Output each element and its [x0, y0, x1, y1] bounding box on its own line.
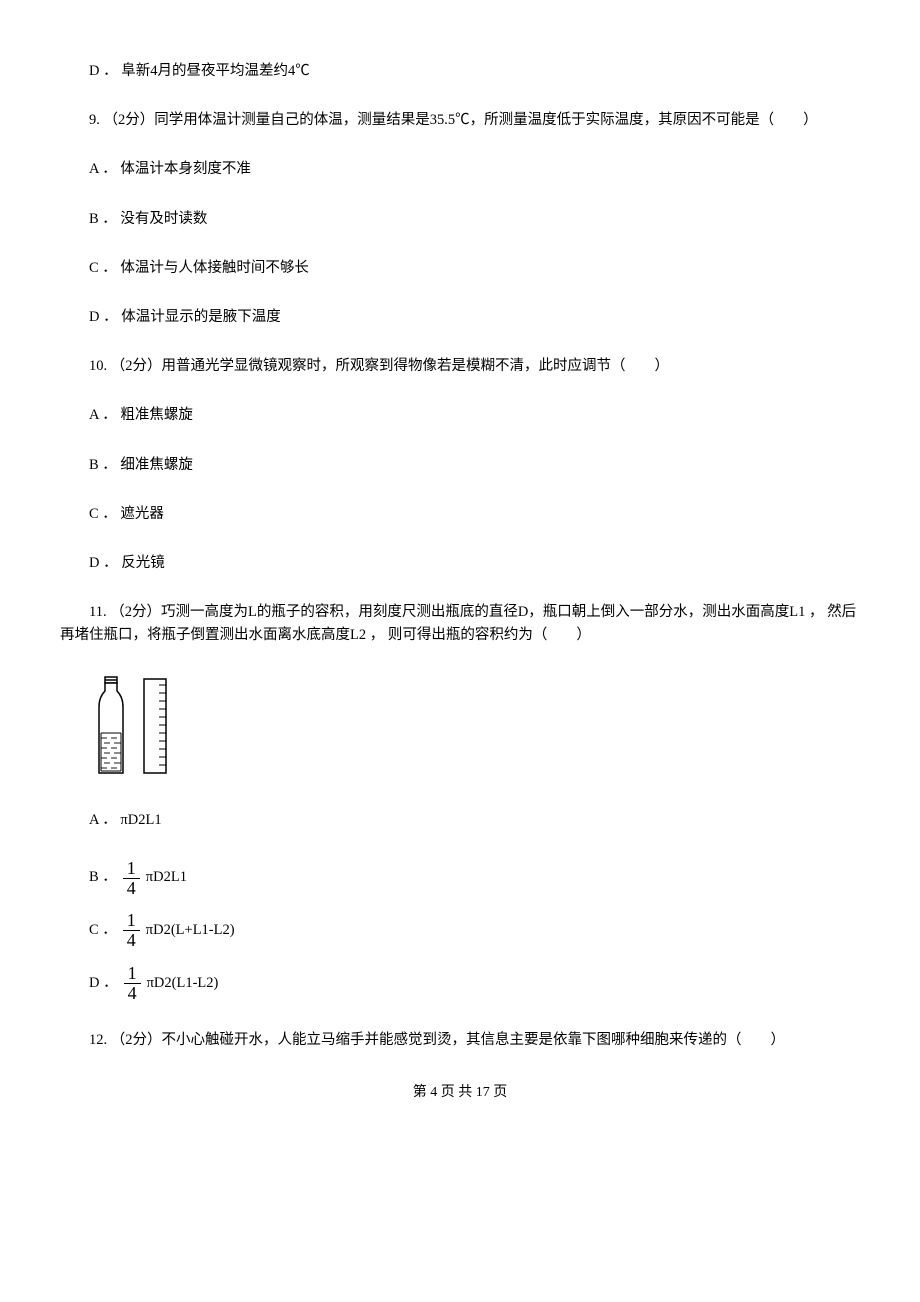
q11-option-c: C ． 1 4 πD2(L+L1-L2)	[60, 911, 860, 950]
q11-optC-label: C ．	[89, 919, 117, 942]
q9-option-d: D ． 体温计显示的是腋下温度	[60, 306, 860, 329]
frac-den: 4	[124, 984, 141, 1003]
q10-option-b: B ． 细准焦螺旋	[60, 454, 860, 477]
q11-optD-label: D ．	[89, 972, 118, 995]
q10-option-a: A ． 粗准焦螺旋	[60, 404, 860, 427]
q12-stem: 12. （2分）不小心触碰开水，人能立马缩手并能感觉到烫，其信息主要是依靠下图哪…	[60, 1029, 860, 1052]
fraction-icon: 1 4	[124, 964, 141, 1003]
q11-option-a: A ． πD2L1	[60, 809, 860, 832]
q9-option-b: B ． 没有及时读数	[60, 208, 860, 231]
frac-num: 1	[123, 911, 140, 931]
q10-option-c: C ． 遮光器	[60, 503, 860, 526]
q11-stem: 11. （2分）巧测一高度为L的瓶子的容积，用刻度尺测出瓶底的直径D，瓶口朝上倒…	[60, 601, 860, 647]
bottle-and-ruler-icon	[89, 673, 199, 783]
q9-stem: 9. （2分）同学用体温计测量自己的体温，测量结果是35.5℃，所测量温度低于实…	[60, 109, 860, 132]
q11-optD-expr: πD2(L1-L2)	[147, 972, 219, 995]
page-footer: 第 4 页 共 17 页	[60, 1082, 860, 1104]
q11-optA-label: A ．	[89, 812, 117, 828]
q11-option-b: B ． 1 4 πD2L1	[60, 859, 860, 898]
q11-optB-expr: πD2L1	[146, 866, 187, 889]
frac-num: 1	[123, 859, 140, 879]
q9-option-a: A ． 体温计本身刻度不准	[60, 158, 860, 181]
fraction-icon: 1 4	[123, 859, 140, 898]
frac-num: 1	[124, 964, 141, 984]
q11-optB-label: B ．	[89, 866, 117, 889]
frac-den: 4	[123, 931, 140, 950]
q11-optA-expr: πD2L1	[120, 812, 161, 828]
fraction-icon: 1 4	[123, 911, 140, 950]
q11-optC-expr: πD2(L+L1-L2)	[146, 919, 235, 942]
q10-stem: 10. （2分）用普通光学显微镜观察时，所观察到得物像若是模糊不清，此时应调节（…	[60, 355, 860, 378]
q9-option-c: C ． 体温计与人体接触时间不够长	[60, 257, 860, 280]
q11-figure	[60, 673, 860, 783]
q11-option-d: D ． 1 4 πD2(L1-L2)	[60, 964, 860, 1003]
q8-option-d: D ． 阜新4月的昼夜平均温差约4℃	[60, 60, 860, 83]
q10-option-d: D ． 反光镜	[60, 552, 860, 575]
frac-den: 4	[123, 879, 140, 898]
document-page: D ． 阜新4月的昼夜平均温差约4℃ 9. （2分）同学用体温计测量自己的体温，…	[0, 0, 920, 1135]
